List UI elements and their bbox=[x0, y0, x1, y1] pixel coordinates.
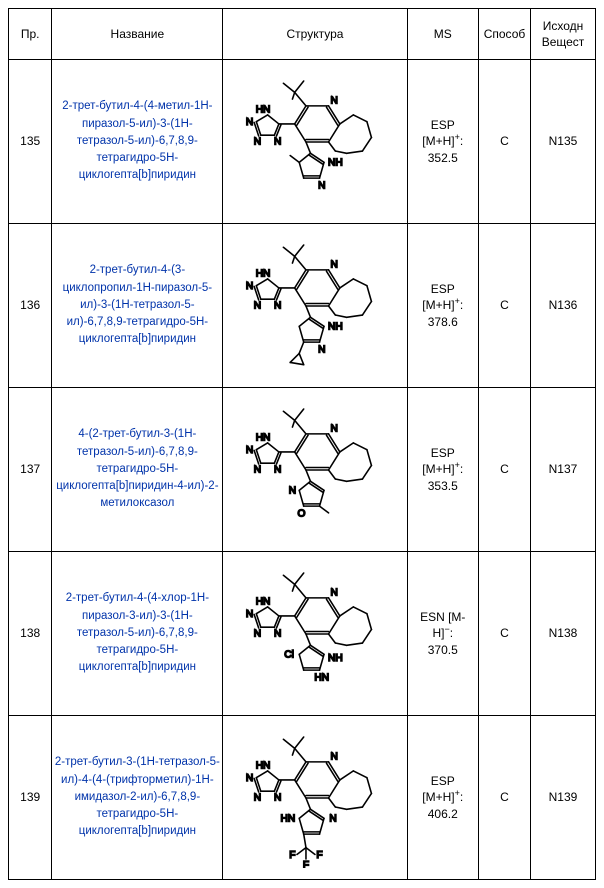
svg-text:N: N bbox=[254, 136, 261, 147]
svg-text:N: N bbox=[246, 281, 253, 292]
svg-text:N: N bbox=[274, 628, 281, 639]
svg-text:N: N bbox=[274, 464, 281, 475]
cell-method: C bbox=[479, 224, 531, 388]
svg-text:N: N bbox=[274, 300, 281, 311]
svg-text:N: N bbox=[289, 485, 296, 496]
svg-text:F: F bbox=[316, 849, 322, 860]
svg-text:N: N bbox=[318, 180, 325, 191]
svg-text:N: N bbox=[246, 609, 253, 620]
cell-structure: NHNNNNClNHHN bbox=[223, 552, 407, 716]
cell-name: 2-трет-бутил-4-(3-циклопропил-1H-пиразол… bbox=[52, 224, 223, 388]
cell-structure: NHNNNNNHN bbox=[223, 60, 407, 224]
cell-method: C bbox=[479, 716, 531, 880]
cell-ms: ESP[M+H]+:352.5 bbox=[407, 60, 478, 224]
cell-starting: N135 bbox=[530, 60, 595, 224]
cell-name: 2-трет-бутил-4-(4-хлор-1H-пиразол-3-ил)-… bbox=[52, 552, 223, 716]
cell-pr: 139 bbox=[9, 716, 52, 880]
svg-text:N: N bbox=[318, 344, 325, 355]
cell-method: C bbox=[479, 552, 531, 716]
svg-text:N: N bbox=[246, 445, 253, 456]
cell-method: C bbox=[479, 60, 531, 224]
svg-text:NH: NH bbox=[328, 157, 343, 168]
svg-text:N: N bbox=[330, 587, 337, 598]
svg-text:N: N bbox=[330, 259, 337, 270]
hdr-pr: Пр. bbox=[9, 9, 52, 60]
cell-starting: N138 bbox=[530, 552, 595, 716]
cell-starting: N137 bbox=[530, 388, 595, 552]
cell-ms: ESP[M+H]+:353.5 bbox=[407, 388, 478, 552]
cell-pr: 135 bbox=[9, 60, 52, 224]
svg-text:HN: HN bbox=[256, 760, 271, 771]
hdr-name: Название bbox=[52, 9, 223, 60]
header-row: Пр. Название Структура MS Способ Исходн … bbox=[9, 9, 596, 60]
compound-table: Пр. Название Структура MS Способ Исходн … bbox=[8, 8, 596, 880]
cell-name: 4-(2-трет-бутил-3-(1H-тетразол-5-ил)-6,7… bbox=[52, 388, 223, 552]
svg-text:HN: HN bbox=[256, 268, 271, 279]
svg-text:HN: HN bbox=[256, 104, 271, 115]
svg-text:N: N bbox=[330, 423, 337, 434]
svg-text:N: N bbox=[246, 773, 253, 784]
table-row: 1374-(2-трет-бутил-3-(1H-тетразол-5-ил)-… bbox=[9, 388, 596, 552]
svg-text:HN: HN bbox=[281, 813, 296, 824]
svg-text:N: N bbox=[254, 464, 261, 475]
svg-text:N: N bbox=[274, 792, 281, 803]
svg-text:NH: NH bbox=[328, 653, 343, 664]
svg-text:HN: HN bbox=[256, 596, 271, 607]
cell-name: 2-трет-бутил-4-(4-метил-1H-пиразол-5-ил)… bbox=[52, 60, 223, 224]
svg-text:N: N bbox=[274, 136, 281, 147]
svg-text:O: O bbox=[297, 508, 305, 519]
svg-text:N: N bbox=[254, 792, 261, 803]
svg-text:F: F bbox=[303, 860, 309, 868]
cell-structure: NHNNNNNHNFFF bbox=[223, 716, 407, 880]
table-row: 1382-трет-бутил-4-(4-хлор-1H-пиразол-3-и… bbox=[9, 552, 596, 716]
svg-text:NH: NH bbox=[328, 321, 343, 332]
table-row: 1362-трет-бутил-4-(3-циклопропил-1H-пира… bbox=[9, 224, 596, 388]
cell-starting: N139 bbox=[530, 716, 595, 880]
cell-method: C bbox=[479, 388, 531, 552]
cell-name: 2-трет-бутил-3-(1H-тетразол-5-ил)-4-(4-(… bbox=[52, 716, 223, 880]
cell-ms: ESN [M-H]−:370.5 bbox=[407, 552, 478, 716]
svg-text:N: N bbox=[330, 751, 337, 762]
svg-text:HN: HN bbox=[256, 432, 271, 443]
cell-ms: ESP[M+H]+:378.6 bbox=[407, 224, 478, 388]
cell-ms: ESP[M+H]+:406.2 bbox=[407, 716, 478, 880]
hdr-starting: Исходн Вещест bbox=[530, 9, 595, 60]
cell-structure: NHNNNNNHN bbox=[223, 224, 407, 388]
svg-text:N: N bbox=[329, 813, 336, 824]
svg-text:Cl: Cl bbox=[284, 649, 294, 660]
cell-pr: 138 bbox=[9, 552, 52, 716]
table-row: 1392-трет-бутил-3-(1H-тетразол-5-ил)-4-(… bbox=[9, 716, 596, 880]
hdr-structure: Структура bbox=[223, 9, 407, 60]
svg-text:N: N bbox=[246, 117, 253, 128]
table-row: 1352-трет-бутил-4-(4-метил-1H-пиразол-5-… bbox=[9, 60, 596, 224]
cell-structure: NHNNNNNO bbox=[223, 388, 407, 552]
svg-text:N: N bbox=[254, 300, 261, 311]
cell-starting: N136 bbox=[530, 224, 595, 388]
cell-pr: 136 bbox=[9, 224, 52, 388]
svg-text:HN: HN bbox=[314, 672, 329, 683]
hdr-method: Способ bbox=[479, 9, 531, 60]
cell-pr: 137 bbox=[9, 388, 52, 552]
hdr-ms: MS bbox=[407, 9, 478, 60]
svg-text:N: N bbox=[254, 628, 261, 639]
svg-text:N: N bbox=[330, 95, 337, 106]
svg-text:F: F bbox=[289, 849, 295, 860]
